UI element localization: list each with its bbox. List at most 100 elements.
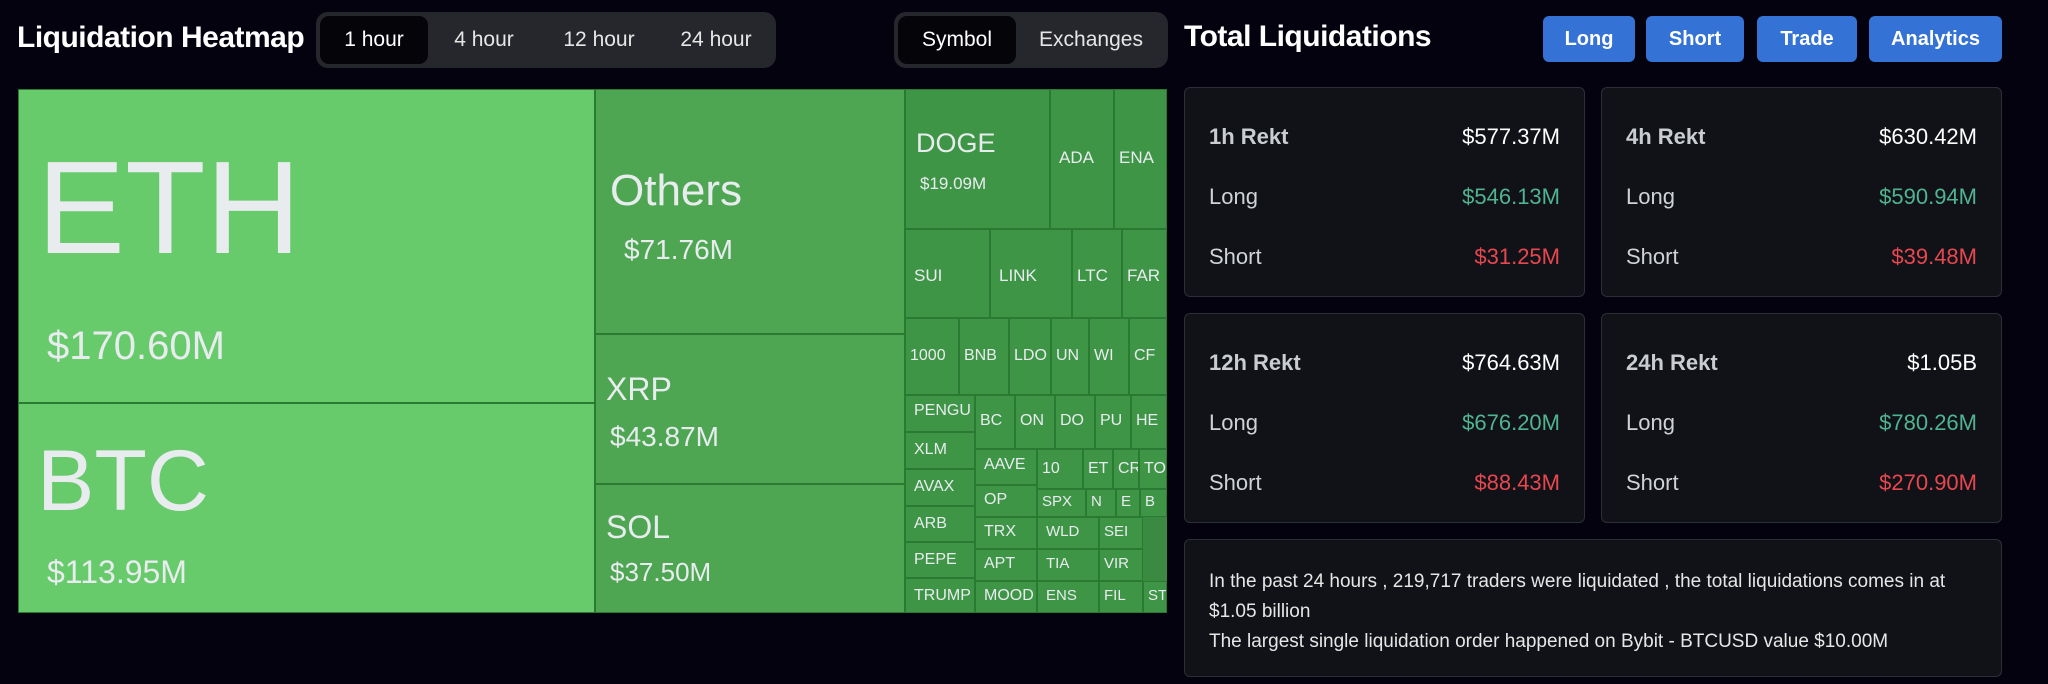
tile-symbol: N [1091, 493, 1102, 510]
tile-symbol: BTC [37, 433, 209, 529]
tile-symbol: DOGE [916, 128, 996, 158]
tile-stx[interactable]: STX [1143, 581, 1167, 613]
tile-symbol: XRP [606, 371, 672, 407]
rekt-card-24h: 24h Rekt $1.05B Long $780.26M Short $270.90… [1601, 313, 2002, 523]
short-value: $31.25M [1474, 244, 1560, 269]
long-value: $780.26M [1879, 410, 1977, 435]
tile-fil[interactable]: FIL [1099, 581, 1143, 613]
tile-symbol: Others [610, 166, 743, 215]
tile-mood[interactable]: MOOD [975, 581, 1037, 613]
tab-12-hour[interactable]: 12 hour [563, 28, 635, 51]
tile-ada[interactable]: ADA [1050, 89, 1114, 229]
rekt-card-1h: 1h Rekt $577.37M Long $546.13M Short $31.25… [1184, 87, 1585, 297]
tile-apt[interactable]: APT [975, 549, 1037, 581]
tile-symbol: B [1145, 493, 1156, 510]
tile-symbol: LDO [1014, 347, 1047, 364]
tile-op[interactable]: OP [975, 485, 1037, 517]
tab-1-hour[interactable]: 1 hour [320, 16, 428, 64]
tile-et[interactable]: ET [1083, 449, 1113, 489]
tile-to[interactable]: TO [1139, 449, 1167, 489]
tile-do[interactable]: DO [1055, 395, 1095, 449]
tile-wld[interactable]: WLD [1037, 517, 1099, 549]
tile-far[interactable]: FAR [1122, 229, 1167, 318]
tab-24-hour[interactable]: 24 hour [680, 28, 752, 51]
tile-symbol: TO [1144, 460, 1166, 477]
tile-value: $37.50M [610, 557, 712, 587]
short-value: $39.48M [1891, 244, 1977, 269]
long-button[interactable]: Long [1543, 16, 1635, 62]
tile-avax[interactable]: AVAX [905, 469, 975, 506]
tile-sol[interactable]: SOL $37.50M [595, 484, 905, 613]
tile-xlm[interactable]: XLM [905, 432, 975, 469]
total-liquidations-title: Total Liquidations [1184, 20, 1432, 53]
liquidation-summary: In the past 24 hours , 219,717 traders w… [1184, 539, 2002, 677]
tile-sui[interactable]: SUI [905, 229, 990, 318]
tab-symbol[interactable]: Symbol [898, 16, 1016, 64]
short-value: $270.90M [1879, 470, 1977, 495]
tile-bnb[interactable]: BNB [959, 318, 1009, 395]
tile-aave[interactable]: AAVE [975, 449, 1037, 485]
tile-symbol: SOL [606, 509, 671, 545]
tile-link[interactable]: LINK [990, 229, 1072, 318]
long-label: Long [1626, 184, 1675, 209]
analytics-button[interactable]: Analytics [1869, 16, 2002, 62]
tile-cf[interactable]: CF [1129, 318, 1167, 395]
tile-value: $19.09M [920, 174, 987, 193]
tile-bc[interactable]: BC [975, 395, 1015, 449]
tile-tia[interactable]: TIA [1037, 549, 1099, 581]
tile-pengu[interactable]: PENGU [905, 395, 975, 432]
tile-arb[interactable]: ARB [905, 506, 975, 542]
trade-button[interactable]: Trade [1757, 16, 1857, 62]
tab-exchanges[interactable]: Exchanges [1039, 28, 1143, 51]
tile-b[interactable]: B [1140, 489, 1167, 517]
short-label: Short [1626, 244, 1679, 269]
tile-xrp[interactable]: XRP $43.87M [595, 334, 905, 484]
tile-symbol: OP [984, 491, 1008, 508]
tile-ldo[interactable]: LDO [1009, 318, 1051, 395]
tile-trx[interactable]: TRX [975, 517, 1037, 549]
tile-cr[interactable]: CR [1113, 449, 1139, 489]
tile-n[interactable]: N [1086, 489, 1116, 517]
tile-symbol: APT [984, 555, 1016, 572]
tab-4-hour[interactable]: 4 hour [454, 28, 514, 51]
tile-pu[interactable]: PU [1095, 395, 1131, 449]
tile-symbol: WI [1094, 347, 1114, 364]
tile-trump[interactable]: TRUMP [905, 578, 975, 613]
card-label: 12h Rekt [1209, 350, 1301, 375]
tile-ens[interactable]: ENS [1037, 581, 1099, 613]
tile-symbol: CR [1118, 460, 1139, 477]
tile-wi[interactable]: WI [1089, 318, 1129, 395]
tile-doge[interactable]: DOGE $19.09M [905, 89, 1050, 229]
tile-vir[interactable]: VIR [1099, 549, 1143, 581]
tile-symbol: LINK [999, 266, 1037, 285]
rekt-card-12h: 12h Rekt $764.63M Long $676.20M Short $88.4… [1184, 313, 1585, 523]
tile-1000[interactable]: 1000 [905, 318, 959, 395]
tile-symbol: SEI [1104, 523, 1129, 540]
short-label: Short [1209, 244, 1262, 269]
tile-sei[interactable]: SEI [1099, 517, 1143, 549]
tile-others[interactable]: Others $71.76M [595, 89, 905, 334]
tile-10[interactable]: 10 [1037, 449, 1083, 489]
short-label: Short [1626, 470, 1679, 495]
long-value: $676.20M [1462, 410, 1560, 435]
tile-un[interactable]: UN [1051, 318, 1089, 395]
tile-ltc[interactable]: LTC [1072, 229, 1122, 318]
short-button[interactable]: Short [1646, 16, 1744, 62]
tile-value: $170.60M [47, 324, 225, 368]
tile-symbol: AAVE [984, 456, 1026, 473]
tile-e[interactable]: E [1116, 489, 1140, 517]
tile-pepe[interactable]: PEPE [905, 542, 975, 578]
tile-ena[interactable]: ENA [1114, 89, 1167, 229]
tile-symbol: XLM [914, 441, 947, 458]
tile-symbol: UN [1056, 347, 1080, 364]
tile-eth[interactable]: ETH $170.60M [18, 89, 595, 403]
tile-btc[interactable]: BTC $113.95M [18, 403, 595, 613]
tile-symbol: STX [1148, 587, 1167, 604]
tile-on[interactable]: ON [1015, 395, 1055, 449]
tile-symbol: PU [1100, 412, 1123, 429]
short-label: Short [1209, 470, 1262, 495]
tile-spx[interactable]: SPX [1037, 489, 1086, 517]
card-total: $630.42M [1879, 124, 1977, 149]
tile-he[interactable]: HE [1131, 395, 1167, 449]
tile-symbol: 10 [1042, 460, 1060, 477]
